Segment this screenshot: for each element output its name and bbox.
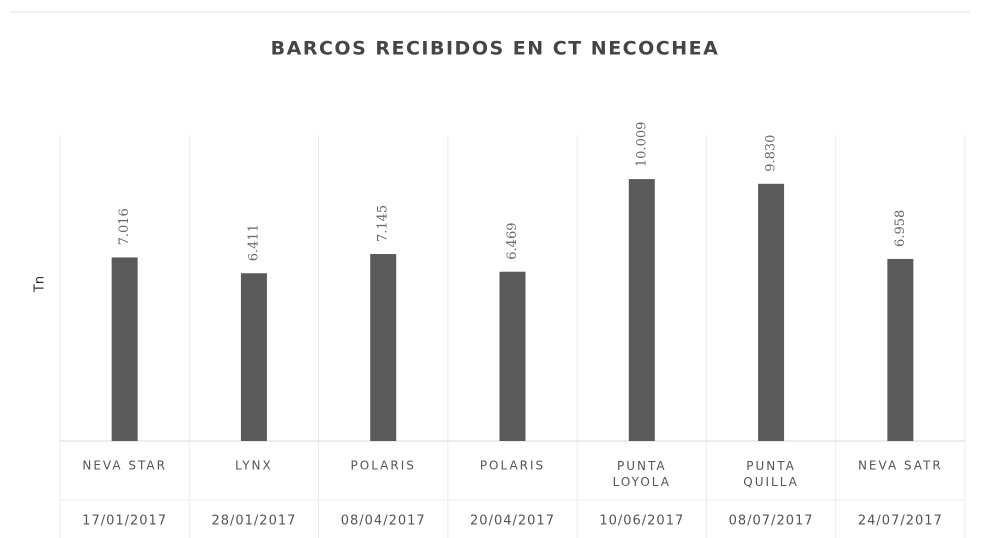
value-label: 9.830 <box>764 135 779 172</box>
bar <box>111 257 138 441</box>
x-tick-label: POLARIS <box>480 459 545 473</box>
x-tick-date: 20/04/2017 <box>470 514 555 529</box>
x-tick-label: PUNTA LOYOLA <box>613 459 671 489</box>
y-axis-label: Tn <box>33 276 48 293</box>
bar <box>499 271 526 441</box>
x-tick-label: PUNTA QUILLA <box>743 459 799 489</box>
x-tick-date: 10/06/2017 <box>599 514 684 529</box>
bar <box>628 179 655 441</box>
bar <box>240 273 267 441</box>
chart-title: BARCOS RECIBIDOS EN CT NECOCHEA <box>271 38 720 60</box>
x-tick-date: 24/07/2017 <box>858 514 943 529</box>
value-label: 7.016 <box>117 208 132 245</box>
bar <box>370 254 397 441</box>
value-label: 6.411 <box>246 224 261 261</box>
value-label: 10.009 <box>634 122 649 168</box>
x-tick-date: 17/01/2017 <box>82 514 167 529</box>
x-tick-label: POLARIS <box>351 459 416 473</box>
value-label: 6.469 <box>505 223 520 260</box>
x-tick-date: 28/01/2017 <box>211 514 296 529</box>
bar <box>887 258 914 441</box>
bar <box>758 183 785 441</box>
x-tick-label: NEVA SATR <box>858 459 943 473</box>
x-tick-date: 08/04/2017 <box>341 514 426 529</box>
value-label: 7.145 <box>376 205 391 242</box>
x-tick-label: LYNX <box>235 459 273 473</box>
x-tick-label: NEVA STAR <box>82 459 167 473</box>
x-tick-date: 08/07/2017 <box>729 514 814 529</box>
value-label: 6.958 <box>893 210 908 247</box>
